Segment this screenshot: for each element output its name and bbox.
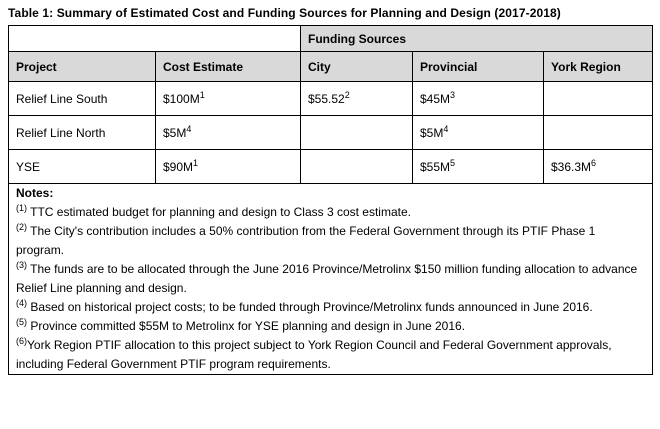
- funding-sources-header: Funding Sources: [300, 25, 653, 52]
- cell-value: $36.3M: [551, 159, 592, 174]
- footnote-ref: 4: [186, 123, 192, 134]
- note-text: York Region PTIF allocation to this proj…: [16, 338, 612, 371]
- cell-project: Relief Line South: [8, 81, 156, 116]
- footnote-marker: (4): [16, 298, 27, 308]
- notes-row: Notes: (1) TTC estimated budget for plan…: [8, 183, 653, 375]
- col-header-cost-estimate: Cost Estimate: [155, 51, 301, 82]
- table-row-relief-line-south: Relief Line South $100M1 $55.522 $45M3: [8, 81, 653, 116]
- cell-provincial: $5M4: [412, 115, 544, 150]
- footnote-ref: 2: [344, 89, 350, 100]
- column-header-row: Project Cost Estimate City Provincial Yo…: [8, 51, 653, 82]
- footnote-marker: (3): [16, 260, 27, 270]
- cell-value: $5M: [420, 125, 444, 140]
- cell-york-region: [543, 115, 653, 150]
- note-text: Province committed $55M to Metrolinx for…: [27, 319, 466, 333]
- note-4: (4) Based on historical project costs; t…: [16, 298, 645, 317]
- col-header-project: Project: [8, 51, 156, 82]
- cell-value: $55M: [420, 159, 451, 174]
- note-5: (5) Province committed $55M to Metrolinx…: [16, 317, 645, 336]
- footnote-ref: 4: [443, 123, 449, 134]
- footnote-ref: 1: [193, 157, 199, 168]
- cell-city: [300, 149, 413, 184]
- footnote-marker: (2): [16, 222, 27, 232]
- spacer-cell: [8, 25, 301, 52]
- footnote-ref: 3: [450, 89, 456, 100]
- note-text: TTC estimated budget for planning and de…: [27, 205, 411, 219]
- footnote-marker: (5): [16, 317, 27, 327]
- footnote-ref: 6: [591, 157, 597, 168]
- footnote-marker: (1): [16, 203, 27, 213]
- note-text: The funds are to be allocated through th…: [16, 262, 638, 295]
- cell-provincial: $55M5: [412, 149, 544, 184]
- cell-project: Relief Line North: [8, 115, 156, 150]
- cell-city: [300, 115, 413, 150]
- col-header-provincial: Provincial: [412, 51, 544, 82]
- cell-value: $5M: [163, 125, 187, 140]
- footnote-marker: (6): [16, 336, 27, 346]
- cell-value: $90M: [163, 159, 194, 174]
- note-6: (6)York Region PTIF allocation to this p…: [16, 336, 645, 374]
- note-3: (3) The funds are to be allocated throug…: [16, 260, 645, 298]
- table-row-relief-line-north: Relief Line North $5M4 $5M4: [8, 115, 653, 150]
- note-text: Based on historical project costs; to be…: [27, 300, 593, 314]
- notes-heading: Notes:: [16, 186, 54, 200]
- cell-cost-estimate: $5M4: [155, 115, 301, 150]
- notes-section: Notes: (1) TTC estimated budget for plan…: [8, 183, 653, 375]
- cell-value: $45M: [420, 91, 451, 106]
- note-1: (1) TTC estimated budget for planning an…: [16, 203, 645, 222]
- funding-sources-row: Funding Sources: [8, 25, 653, 52]
- cell-provincial: $45M3: [412, 81, 544, 116]
- cell-city: $55.522: [300, 81, 413, 116]
- cell-york-region: [543, 81, 653, 116]
- table-row-yse: YSE $90M1 $55M5 $36.3M6: [8, 149, 653, 184]
- note-2: (2) The City's contribution includes a 5…: [16, 222, 645, 260]
- footnote-ref: 1: [199, 89, 205, 100]
- table-title: Table 1: Summary of Estimated Cost and F…: [8, 6, 561, 20]
- cell-value: $55.52: [308, 91, 345, 106]
- cell-cost-estimate: $100M1: [155, 81, 301, 116]
- col-header-city: City: [300, 51, 413, 82]
- cost-funding-table: Funding Sources Project Cost Estimate Ci…: [8, 25, 653, 375]
- cell-york-region: $36.3M6: [543, 149, 653, 184]
- footnote-ref: 5: [450, 157, 456, 168]
- cell-cost-estimate: $90M1: [155, 149, 301, 184]
- col-header-york-region: York Region: [543, 51, 653, 82]
- cell-project: YSE: [8, 149, 156, 184]
- cell-value: $100M: [163, 91, 200, 106]
- note-text: The City's contribution includes a 50% c…: [16, 224, 596, 257]
